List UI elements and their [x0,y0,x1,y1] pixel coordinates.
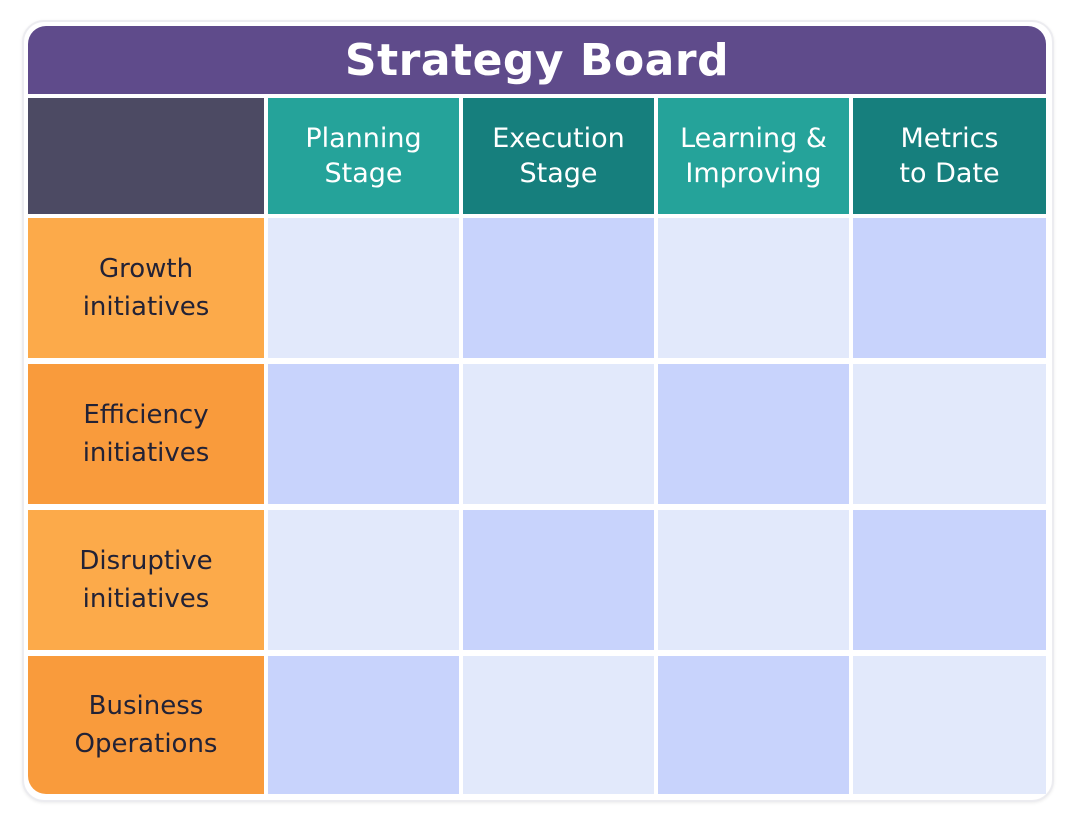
grid-cell-operations-learning[interactable] [658,656,849,794]
grid-cell-efficiency-metrics[interactable] [853,364,1046,504]
row-header-business-operations: Business Operations [28,656,264,794]
grid-cell-growth-learning[interactable] [658,218,849,358]
column-header-execution-stage: Execution Stage [463,98,654,214]
grid-cell-efficiency-execution[interactable] [463,364,654,504]
column-header-planning-stage: Planning Stage [268,98,459,214]
grid-cell-efficiency-planning[interactable] [268,364,459,504]
grid-cell-growth-metrics[interactable] [853,218,1046,358]
grid-cell-operations-metrics[interactable] [853,656,1046,794]
grid-cell-operations-planning[interactable] [268,656,459,794]
grid-cell-disruptive-metrics[interactable] [853,510,1046,650]
column-header-learning-improving: Learning & Improving [658,98,849,214]
row-header-disruptive-initiatives: Disruptive initiatives [28,510,264,650]
grid-cell-disruptive-execution[interactable] [463,510,654,650]
grid-cell-disruptive-learning[interactable] [658,510,849,650]
row-header-growth-initiatives: Growth initiatives [28,218,264,358]
grid-cell-growth-execution[interactable] [463,218,654,358]
grid-cell-operations-execution[interactable] [463,656,654,794]
grid-cell-growth-planning[interactable] [268,218,459,358]
grid-cell-efficiency-learning[interactable] [658,364,849,504]
board-title: Strategy Board [344,34,730,86]
column-header-metrics-to-date: Metrics to Date [853,98,1046,214]
grid-cell-disruptive-planning[interactable] [268,510,459,650]
row-header-efficiency-initiatives: Efficiency initiatives [28,364,264,504]
title-bar: Strategy Board [28,26,1046,94]
corner-cell [28,98,264,214]
strategy-board: Strategy Board Planning Stage Execution … [22,20,1054,802]
